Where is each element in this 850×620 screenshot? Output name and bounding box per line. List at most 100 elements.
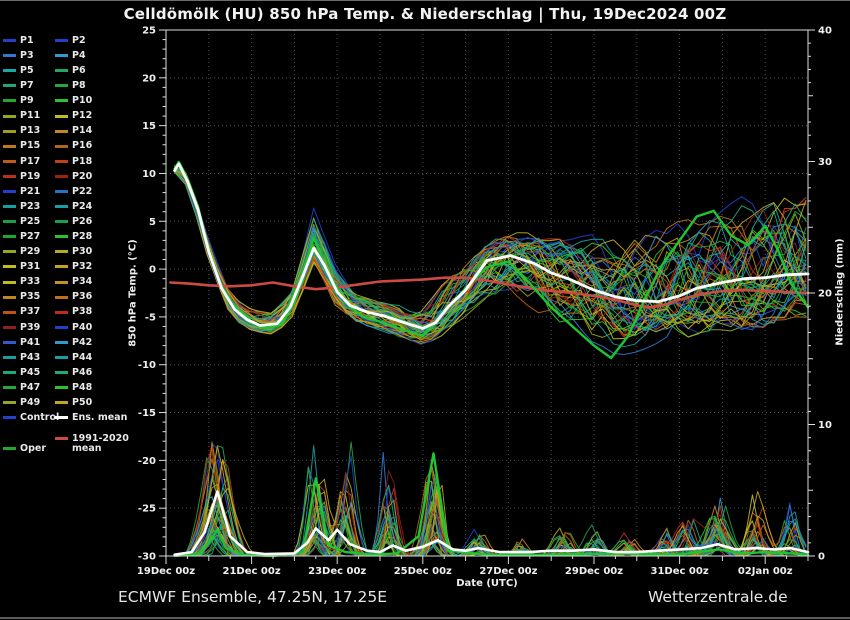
legend-row: P29 P30 xyxy=(3,244,123,259)
legend-label: P33 xyxy=(20,276,41,288)
legend-item-P8: P8 xyxy=(55,81,86,91)
legend-label: P14 xyxy=(72,125,93,137)
legend-swatch xyxy=(3,295,16,299)
legend-label: P42 xyxy=(72,336,93,348)
legend-label: Ens. mean xyxy=(72,412,128,424)
legend-row-control-mean: Control Ens. mean xyxy=(3,410,127,425)
legend-swatch xyxy=(3,84,16,88)
legend-label: P37 xyxy=(20,306,41,318)
legend-swatch xyxy=(3,205,16,209)
temp-tick-label: 25 xyxy=(142,26,156,37)
legend-swatch xyxy=(3,99,16,103)
precip-tick-label: 20 xyxy=(818,289,832,300)
legend-swatch xyxy=(55,401,68,405)
legend-row: P49 P50 xyxy=(3,395,123,410)
legend-item-P50: P50 xyxy=(55,398,92,408)
legend-item-P23: P23 xyxy=(3,202,55,212)
legend-item-P20: P20 xyxy=(55,172,92,182)
temp-tick-label: -20 xyxy=(138,456,156,467)
legend-swatch xyxy=(55,114,68,118)
legend-label: P18 xyxy=(72,155,93,167)
legend-swatch xyxy=(3,69,16,73)
legend-swatch xyxy=(3,356,16,360)
legend-item-P25: P25 xyxy=(3,217,55,227)
legend-swatch xyxy=(3,310,16,314)
legend-item-P26: P26 xyxy=(55,217,92,227)
legend-label: P11 xyxy=(20,110,41,122)
legend-row: P31 P32 xyxy=(3,259,123,274)
legend-swatch xyxy=(3,325,16,329)
legend-row: P41 P42 xyxy=(3,335,123,350)
legend-item-Control: Control xyxy=(3,413,59,423)
member-precip-lines xyxy=(174,441,807,557)
legend-label: P39 xyxy=(20,321,41,333)
legend-swatch xyxy=(55,371,68,375)
legend-label: 1991-2020 mean xyxy=(72,433,129,454)
legend-label: P26 xyxy=(72,215,93,227)
legend-swatch xyxy=(55,265,68,269)
legend-label: P13 xyxy=(20,125,41,137)
legend-label: P50 xyxy=(72,397,93,409)
legend-swatch xyxy=(55,280,68,284)
legend-item-P4: P4 xyxy=(55,51,86,61)
legend-item-P49: P49 xyxy=(3,398,55,408)
legend-label: P12 xyxy=(72,110,93,122)
legend-swatch xyxy=(55,159,68,163)
legend-swatch xyxy=(55,295,68,299)
legend-swatch xyxy=(55,310,68,314)
legend-label: P17 xyxy=(20,155,41,167)
legend-item-Oper: Oper xyxy=(3,444,55,454)
legend-item-P42: P42 xyxy=(55,338,92,348)
legend-label: Oper xyxy=(20,442,47,454)
legend-label: P6 xyxy=(72,64,86,76)
legend-row: P9 P10 xyxy=(3,93,123,108)
legend-item-P9: P9 xyxy=(3,96,55,106)
legend-label: P38 xyxy=(72,306,93,318)
legend-swatch xyxy=(55,235,68,239)
legend-row: P19 P20 xyxy=(3,169,123,184)
ens-mean-temp-line xyxy=(173,162,810,330)
legend-item-P2: P2 xyxy=(55,36,86,46)
legend-item-1991-2020-mean: 1991-2020 mean xyxy=(55,434,129,453)
legend-item-P31: P31 xyxy=(3,262,55,272)
precip-tick-label: 40 xyxy=(818,26,832,37)
ens-mean-precip-line xyxy=(173,490,810,557)
legend-row: P47 P48 xyxy=(3,380,123,395)
legend-row: P5 P6 xyxy=(3,63,123,78)
legend-swatch xyxy=(55,386,68,390)
legend-item-P35: P35 xyxy=(3,292,55,302)
date-tick-label: 21Dec 00z xyxy=(223,566,281,577)
legend-swatch xyxy=(3,159,16,163)
legend-item-P34: P34 xyxy=(55,277,92,287)
temp-tick-label: -25 xyxy=(138,504,156,515)
temp-tick-label: -10 xyxy=(138,360,156,371)
legend-item-P30: P30 xyxy=(55,247,92,257)
legend-swatch xyxy=(3,144,16,148)
legend-swatch xyxy=(55,189,68,193)
legend-item-P36: P36 xyxy=(55,292,92,302)
legend-swatch xyxy=(3,280,16,284)
legend-row: P27 P28 xyxy=(3,229,123,244)
precip-tick-label: 30 xyxy=(818,157,832,168)
temp-tick-label: 10 xyxy=(142,169,156,180)
legend-label: P5 xyxy=(20,64,34,76)
legend-label: P46 xyxy=(72,366,93,378)
temp-tick-label: 0 xyxy=(149,265,156,276)
legend-swatch xyxy=(55,437,68,441)
legend-item-Ens-mean: Ens. mean xyxy=(55,413,127,423)
legend-item-P18: P18 xyxy=(55,157,92,167)
legend-row: P35 P36 xyxy=(3,290,123,305)
oper-precip-line xyxy=(173,452,810,558)
legend-label: P21 xyxy=(20,185,41,197)
legend-row: P21 P22 xyxy=(3,184,123,199)
legend-swatch xyxy=(3,386,16,390)
legend-swatch xyxy=(3,235,16,239)
legend-item-P14: P14 xyxy=(55,126,92,136)
legend-item-P7: P7 xyxy=(3,81,55,91)
legend-label: P10 xyxy=(72,95,93,107)
legend-label: P22 xyxy=(72,185,93,197)
legend-swatch xyxy=(55,416,68,420)
date-tick-label: 23Dec 00z xyxy=(308,566,366,577)
precip-tick-label: 0 xyxy=(818,552,825,563)
